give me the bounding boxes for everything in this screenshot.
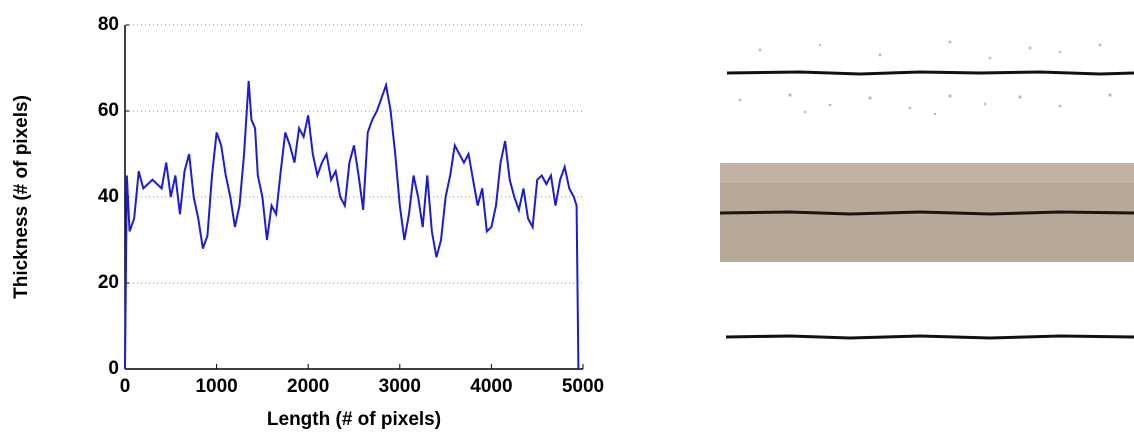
photo-shade [720, 163, 1134, 183]
x-tick-label: 5000 [562, 376, 604, 397]
crack-line [726, 70, 1134, 76]
y-tick-label: 20 [98, 272, 119, 293]
crack-line [719, 210, 1134, 216]
binary-image [720, 30, 1134, 130]
x-tick-label: 2000 [287, 376, 329, 397]
x-tick-label: 4000 [470, 376, 512, 397]
y-axis-title: Thickness (# of pixels) [11, 95, 32, 299]
y-tick-label: 40 [98, 186, 119, 207]
x-tick-label: 3000 [379, 376, 421, 397]
speckles [738, 40, 1112, 116]
x-tick-label: 0 [120, 376, 131, 397]
x-axis-title: Length (# of pixels) [267, 409, 441, 430]
data-line [124, 80, 580, 370]
y-tick-label: 80 [98, 14, 119, 35]
y-tick-label: 0 [108, 358, 119, 379]
x-tick-label: 1000 [195, 376, 237, 397]
y-tick-label: 60 [98, 100, 119, 121]
crack-line [725, 334, 1134, 340]
crack-images [719, 30, 1134, 340]
